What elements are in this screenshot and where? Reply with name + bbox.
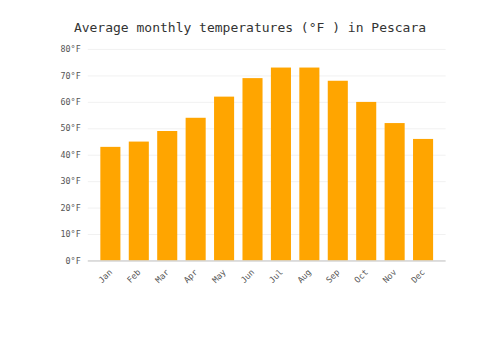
svg-text:50°F: 50°F [61, 123, 81, 133]
svg-text:Dec: Dec [409, 267, 427, 285]
svg-text:10°F: 10°F [61, 229, 81, 239]
svg-text:30°F: 30°F [61, 176, 81, 186]
svg-text:40°F: 40°F [61, 150, 81, 160]
svg-text:Nov: Nov [381, 267, 399, 285]
svg-text:Jun: Jun [238, 267, 256, 285]
svg-text:60°F: 60°F [61, 97, 81, 107]
svg-text:Sep: Sep [324, 267, 342, 285]
svg-text:Jan: Jan [96, 267, 114, 285]
svg-text:Aug: Aug [295, 267, 313, 285]
svg-text:Mar: Mar [153, 267, 171, 285]
svg-text:0°F: 0°F [66, 256, 81, 266]
svg-text:May: May [210, 267, 228, 285]
svg-text:Jul: Jul [267, 267, 285, 285]
svg-text:Apr: Apr [182, 267, 200, 285]
svg-text:70°F: 70°F [61, 71, 81, 81]
svg-text:Oct: Oct [352, 267, 370, 285]
html-text:Average monthly temperatures (: Average monthly temperatures (°F ) in Pe… [73, 20, 427, 35]
svg-text:Feb: Feb [125, 267, 143, 285]
svg-text:20°F: 20°F [61, 203, 81, 213]
svg-text:80°F: 80°F [61, 44, 81, 54]
